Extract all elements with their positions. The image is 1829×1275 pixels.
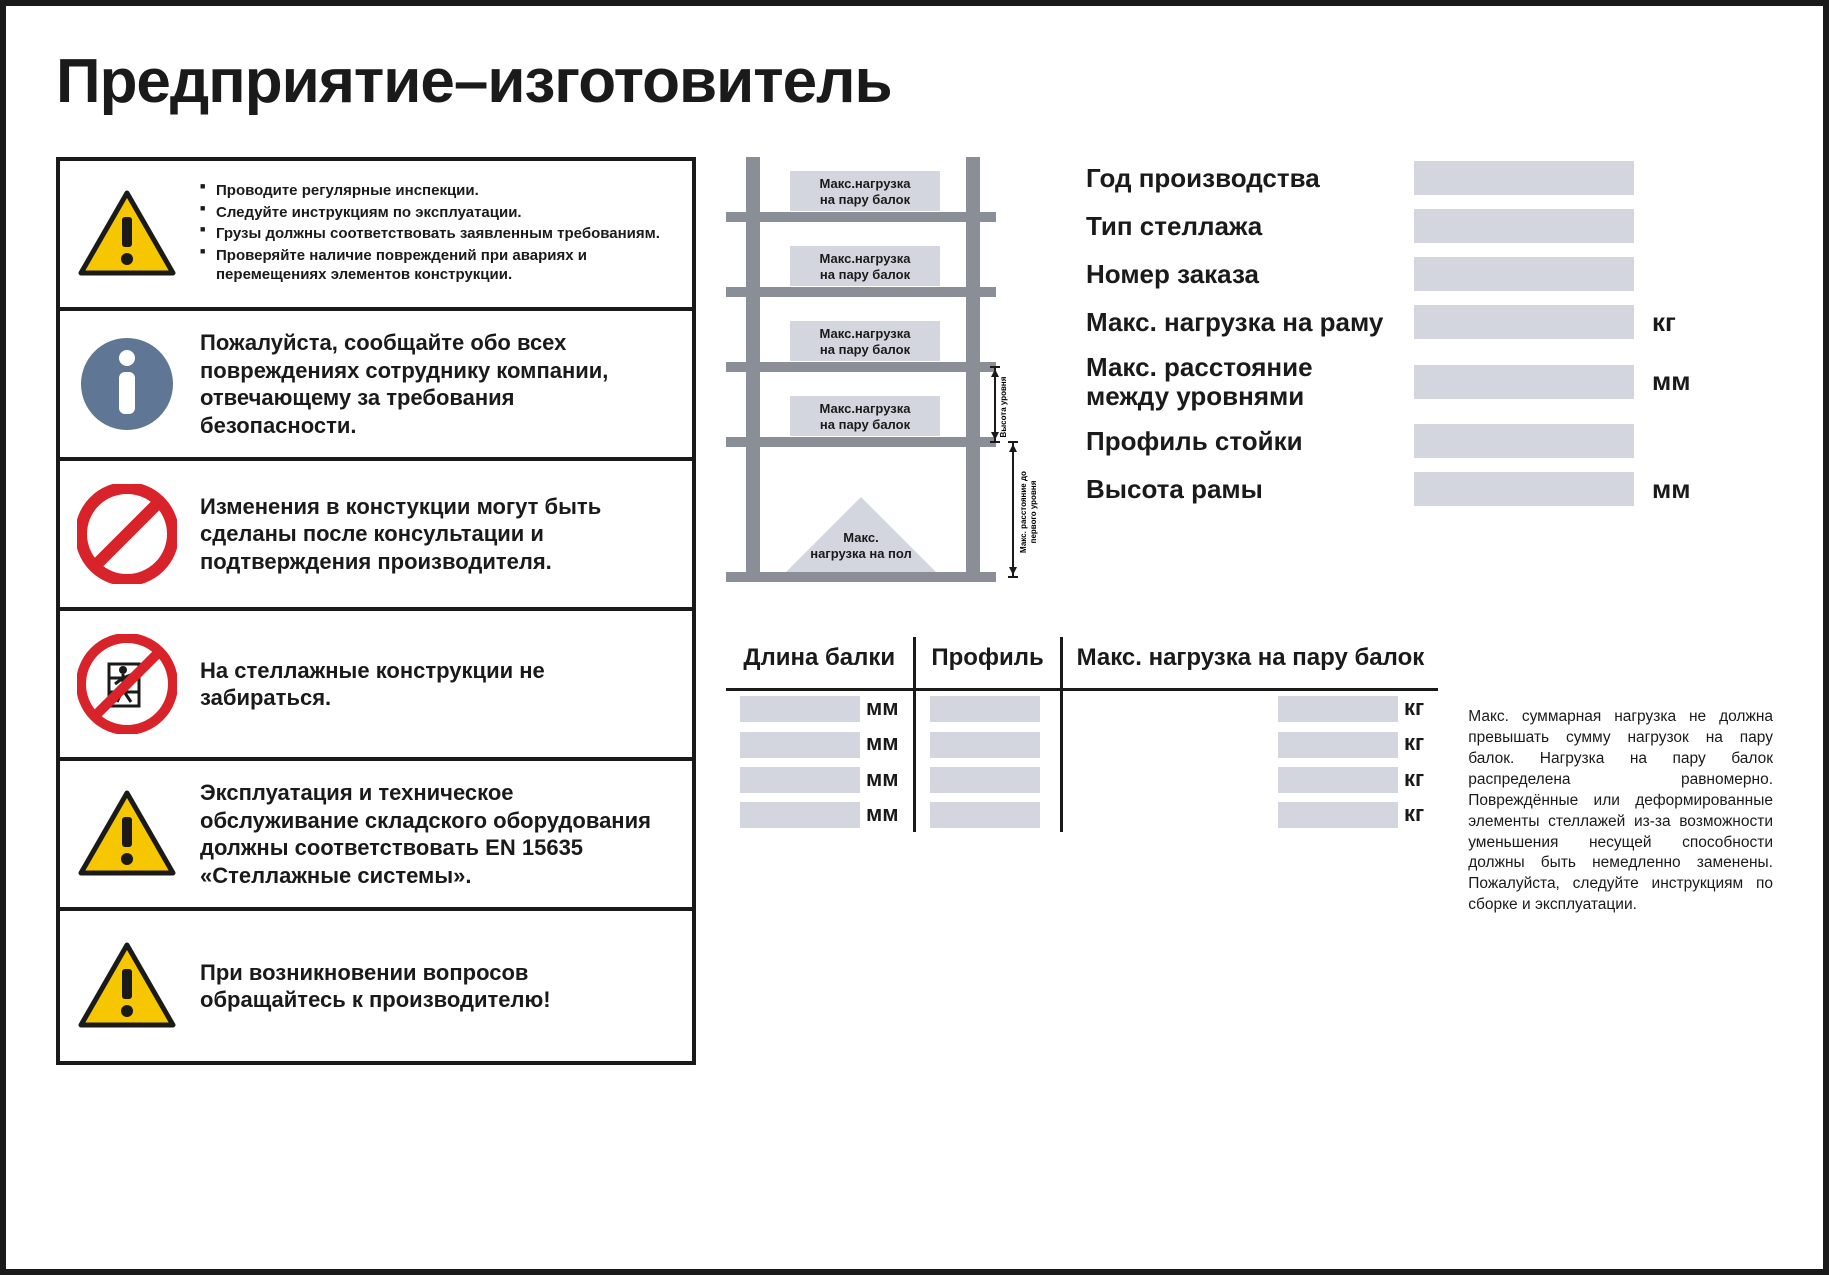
content-row: Проводите регулярные инспекции. Следуйте… bbox=[56, 157, 1773, 1065]
manufacturer-plate: Предприятие–изготовитель Проводите регул… bbox=[0, 0, 1829, 1275]
spec-field-frame-load[interactable] bbox=[1414, 305, 1634, 339]
beam-row: мм кг bbox=[726, 762, 1438, 797]
spec-row: Год производства bbox=[1086, 161, 1773, 195]
beam-profile-field[interactable] bbox=[930, 696, 1040, 722]
safety-row-1: Пожалуйста, сообщайте обо всех поврежден… bbox=[60, 311, 692, 461]
safety-bullet: Проверяйте наличие повреждений при авари… bbox=[200, 246, 672, 285]
beam-th-load: Макс. нагрузка на пару балок bbox=[1061, 637, 1438, 690]
beam-th-profile: Профиль bbox=[914, 637, 1061, 690]
spec-label: Макс. нагрузка на раму bbox=[1086, 308, 1396, 337]
spec-label: Профиль стойки bbox=[1086, 427, 1396, 456]
beam-profile-field[interactable] bbox=[930, 802, 1040, 828]
unit-kg: кг bbox=[1404, 801, 1424, 826]
safety-row-0: Проводите регулярные инспекции. Следуйте… bbox=[60, 161, 692, 311]
svg-text:на пару балок: на пару балок bbox=[820, 192, 911, 207]
beam-row: мм кг bbox=[726, 726, 1438, 761]
svg-text:на пару балок: на пару балок bbox=[820, 342, 911, 357]
svg-text:на пару балок: на пару балок bbox=[820, 417, 911, 432]
safety-bullet: Грузы должны соответствовать заявленным … bbox=[200, 224, 672, 244]
rack-diagram: Макс.нагрузка на пару балок Макс.нагрузк… bbox=[726, 157, 1046, 587]
right-panel: Макс.нагрузка на пару балок Макс.нагрузк… bbox=[726, 157, 1773, 1065]
beam-load-field[interactable] bbox=[1278, 732, 1398, 758]
footnote-text: Макс. суммарная нагрузка не должна превы… bbox=[1468, 637, 1773, 916]
beam-row: мм кг bbox=[726, 690, 1438, 727]
unit-mm: мм bbox=[866, 730, 899, 755]
spec-field-year[interactable] bbox=[1414, 161, 1634, 195]
page-title: Предприятие–изготовитель bbox=[56, 46, 1773, 117]
beam-load-field[interactable] bbox=[1278, 767, 1398, 793]
safety-row-5: При возникновении вопросов обращайтесь к… bbox=[60, 911, 692, 1061]
svg-text:нагрузка на пол: нагрузка на пол bbox=[810, 546, 912, 561]
safety-row-3: На стеллажные конструкции не забираться. bbox=[60, 611, 692, 761]
beam-profile-field[interactable] bbox=[930, 732, 1040, 758]
beam-load-field[interactable] bbox=[1278, 802, 1398, 828]
safety-text-5: При возникновении вопросов обращайтесь к… bbox=[182, 959, 672, 1014]
unit-kg: кг bbox=[1404, 730, 1424, 755]
beam-profile-field[interactable] bbox=[930, 767, 1040, 793]
spec-label: Тип стеллажа bbox=[1086, 212, 1396, 241]
beam-length-field[interactable] bbox=[740, 732, 860, 758]
spec-label: Номер заказа bbox=[1086, 260, 1396, 289]
prohibit-icon bbox=[72, 484, 182, 584]
warning-triangle-icon bbox=[72, 189, 182, 279]
svg-text:Макс.нагрузка: Макс.нагрузка bbox=[820, 401, 912, 416]
rack-spacing-label: Макс. расстояние до bbox=[1019, 471, 1028, 553]
safety-text-0: Проводите регулярные инспекции. Следуйте… bbox=[182, 181, 672, 287]
spec-row: Номер заказа bbox=[1086, 257, 1773, 291]
beam-length-field[interactable] bbox=[740, 802, 860, 828]
svg-text:Макс.: Макс. bbox=[843, 530, 878, 545]
spec-field-type[interactable] bbox=[1414, 209, 1634, 243]
svg-text:Макс.нагрузка: Макс.нагрузка bbox=[820, 251, 912, 266]
safety-text-4: Эксплуатация и техническое обслуживание … bbox=[182, 779, 672, 889]
unit-kg: кг bbox=[1404, 695, 1424, 720]
beam-th-length: Длина балки bbox=[726, 637, 914, 690]
beam-length-field[interactable] bbox=[740, 767, 860, 793]
beam-area: Длина балки Профиль Макс. нагрузка на па… bbox=[726, 637, 1773, 916]
beam-table: Длина балки Профиль Макс. нагрузка на па… bbox=[726, 637, 1438, 832]
right-top-row: Макс.нагрузка на пару балок Макс.нагрузк… bbox=[726, 157, 1773, 587]
spec-row: Тип стеллажа bbox=[1086, 209, 1773, 243]
rack-spacing-label-2: первого уровня bbox=[1029, 480, 1038, 543]
safety-bullet: Следуйте инструкциям по эксплуатации. bbox=[200, 203, 672, 223]
spec-label: Макс. расстояние между уровнями bbox=[1086, 353, 1396, 410]
spec-row: Профиль стойки bbox=[1086, 424, 1773, 458]
rack-height-label: Высота уровня bbox=[999, 376, 1008, 437]
spec-field-order[interactable] bbox=[1414, 257, 1634, 291]
svg-text:на пару балок: на пару балок bbox=[820, 267, 911, 282]
safety-text-1: Пожалуйста, сообщайте обо всех поврежден… bbox=[182, 329, 672, 439]
safety-row-4: Эксплуатация и техническое обслуживание … bbox=[60, 761, 692, 911]
warning-triangle-icon bbox=[72, 941, 182, 1031]
beam-row: мм кг bbox=[726, 797, 1438, 832]
svg-text:Макс.нагрузка: Макс.нагрузка bbox=[820, 176, 912, 191]
spec-row: Макс. нагрузка на раму кг bbox=[1086, 305, 1773, 339]
spec-field-frame-height[interactable] bbox=[1414, 472, 1634, 506]
unit-mm: мм bbox=[866, 695, 899, 720]
spec-row: Макс. расстояние между уровнями мм bbox=[1086, 353, 1773, 410]
spec-label: Высота рамы bbox=[1086, 475, 1396, 504]
spec-unit: мм bbox=[1652, 366, 1702, 397]
warning-triangle-icon bbox=[72, 789, 182, 879]
spec-field-profile[interactable] bbox=[1414, 424, 1634, 458]
safety-row-2: Изменения в констукции могут быть сделан… bbox=[60, 461, 692, 611]
spec-fields: Год производства Тип стеллажа Номер зака… bbox=[1086, 157, 1773, 587]
no-climb-icon bbox=[72, 634, 182, 734]
beam-load-field[interactable] bbox=[1278, 696, 1398, 722]
info-circle-icon bbox=[72, 334, 182, 434]
unit-mm: мм bbox=[866, 766, 899, 791]
safety-bullet: Проводите регулярные инспекции. bbox=[200, 181, 672, 201]
beam-length-field[interactable] bbox=[740, 696, 860, 722]
spec-field-level-dist[interactable] bbox=[1414, 365, 1634, 399]
spec-label: Год производства bbox=[1086, 164, 1396, 193]
spec-unit: мм bbox=[1652, 474, 1702, 505]
spec-unit: кг bbox=[1652, 307, 1702, 338]
safety-panel: Проводите регулярные инспекции. Следуйте… bbox=[56, 157, 696, 1065]
unit-kg: кг bbox=[1404, 766, 1424, 791]
unit-mm: мм bbox=[866, 801, 899, 826]
safety-text-2: Изменения в констукции могут быть сделан… bbox=[182, 493, 672, 576]
spec-row: Высота рамы мм bbox=[1086, 472, 1773, 506]
safety-text-3: На стеллажные конструкции не забираться. bbox=[182, 657, 672, 712]
svg-text:Макс.нагрузка: Макс.нагрузка bbox=[820, 326, 912, 341]
